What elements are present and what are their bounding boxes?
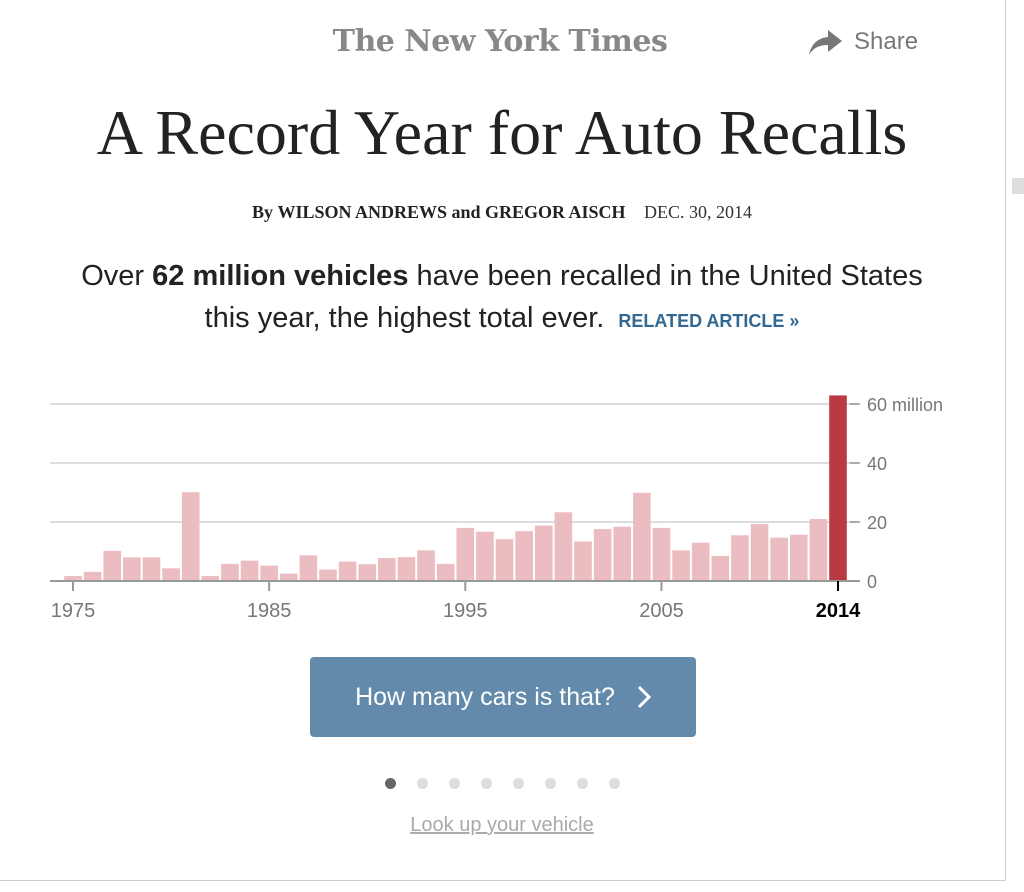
bar-2005: [652, 527, 671, 581]
bar-2014: [829, 395, 847, 581]
bar-2004: [633, 492, 651, 581]
recalls-bar-chart: 0 20 40 60 million 1975 1985 1995 2005 2014: [50, 395, 943, 622]
pagination-dot-6[interactable]: [545, 778, 556, 789]
pagination-dot-7[interactable]: [577, 778, 588, 789]
related-article-link[interactable]: RELATED ARTICLE »: [618, 311, 800, 331]
bar-1999: [534, 525, 553, 581]
bar-1981: [181, 492, 200, 581]
bar-2000: [554, 512, 573, 581]
x-tick-label: 2014: [816, 600, 861, 622]
bar-1984: [240, 560, 259, 581]
button-label: How many cars is that?: [355, 682, 615, 711]
bar-1978: [123, 557, 141, 581]
summary-highlight: 62 million vehicles: [152, 260, 409, 292]
nyt-logo[interactable]: The New York Times: [332, 24, 668, 59]
pagination-dot-2[interactable]: [417, 778, 428, 789]
y-tick-label: 20: [867, 513, 887, 533]
byline: By WILSON ANDREWS and GREGOR AISCH DEC. …: [0, 202, 1004, 223]
bar-1977: [103, 550, 122, 581]
share-button[interactable]: Share: [808, 28, 918, 56]
bar-2003: [613, 526, 632, 581]
pagination-dot-1[interactable]: [385, 778, 396, 789]
bar-2001: [574, 541, 592, 581]
bar-2010: [750, 524, 769, 581]
share-label: Share: [854, 28, 919, 55]
bar-2006: [672, 550, 690, 581]
how-many-cars-button[interactable]: How many cars is that?: [310, 657, 696, 737]
bar-2012: [789, 534, 808, 581]
bar-1994: [436, 563, 455, 581]
bar-1998: [515, 531, 533, 581]
bar-1992: [397, 557, 416, 581]
bar-1989: [338, 561, 357, 581]
scrollbar-thumb[interactable]: [1012, 178, 1024, 194]
bar-1980: [162, 568, 180, 581]
x-tick-label: 1995: [443, 600, 488, 622]
y-tick-label: 0: [867, 572, 877, 592]
x-tick-label: 1975: [51, 600, 96, 622]
bar-1993: [417, 550, 435, 581]
bar-1983: [221, 563, 239, 581]
bar-1996: [476, 531, 494, 581]
bar-2008: [711, 555, 730, 581]
bar-1990: [358, 564, 377, 581]
summary-text-end: have been recalled in the United States …: [204, 260, 923, 334]
interactive-frame: [0, 0, 1006, 881]
chevron-right-icon: [637, 685, 651, 709]
bar-1995: [456, 527, 475, 581]
byline-authors: WILSON ANDREWS and GREGOR AISCH: [277, 202, 626, 222]
bar-1997: [495, 539, 514, 581]
bar-2002: [593, 529, 612, 581]
page-title: A Record Year for Auto Recalls: [96, 97, 908, 168]
summary: Over 62 million vehicles have been recal…: [60, 255, 944, 342]
pagination-dot-8[interactable]: [609, 778, 620, 789]
bar-2007: [691, 542, 710, 581]
x-tick-label: 1985: [247, 600, 292, 622]
bar-1991: [378, 557, 396, 581]
publish-date: DEC. 30, 2014: [644, 202, 753, 222]
bar-1976: [83, 571, 102, 581]
share-arrow-icon: [809, 30, 842, 55]
x-tick-label: 2005: [639, 600, 684, 622]
bar-2009: [731, 535, 749, 581]
bar-1975: [64, 575, 82, 581]
pagination-dots: [385, 778, 620, 789]
bar-1979: [142, 557, 161, 581]
bar-2011: [770, 537, 788, 581]
bar-1986: [279, 573, 298, 581]
y-tick-label: 60 million: [867, 395, 943, 415]
bar-1987: [299, 555, 318, 581]
bar-1988: [319, 569, 337, 581]
bar-1982: [201, 575, 220, 581]
lookup-vehicle-link[interactable]: Look up your vehicle: [410, 814, 594, 836]
bar-1985: [260, 565, 278, 581]
pagination-dot-3[interactable]: [449, 778, 460, 789]
pagination-dot-5[interactable]: [513, 778, 524, 789]
pagination-dot-4[interactable]: [481, 778, 492, 789]
bar-2013: [809, 519, 828, 581]
summary-text: Over: [81, 260, 153, 292]
y-tick-label: 40: [867, 454, 887, 474]
byline-prefix: By: [251, 202, 273, 222]
